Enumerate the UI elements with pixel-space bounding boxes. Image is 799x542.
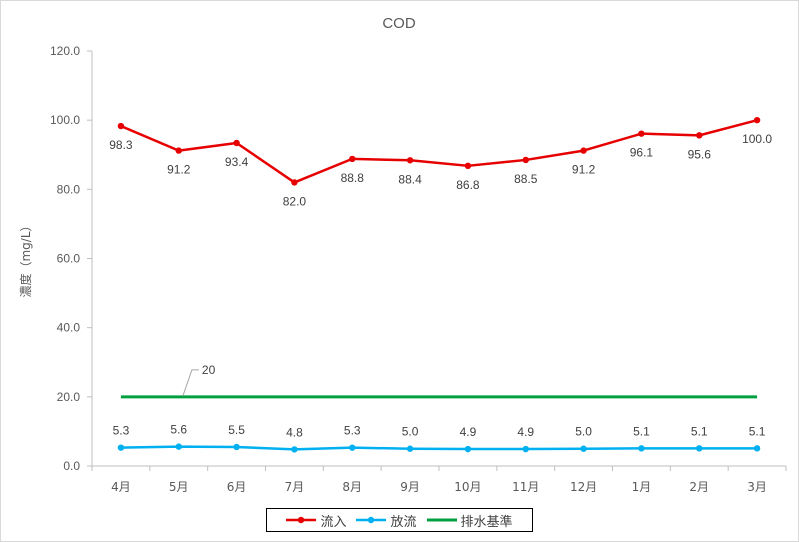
chart-title: COD bbox=[382, 15, 416, 32]
data-label: 82.0 bbox=[283, 194, 307, 208]
series-layer bbox=[117, 116, 761, 453]
legend-swatch-inflow bbox=[286, 516, 317, 524]
data-point bbox=[406, 445, 414, 452]
data-label: 5.1 bbox=[691, 424, 708, 438]
legend-item-standard: 排水基準 bbox=[426, 511, 513, 530]
data-point bbox=[233, 139, 240, 147]
y-tick-label: 80.0 bbox=[57, 182, 81, 196]
legend: 流入 放流 排水基準 bbox=[266, 508, 533, 532]
y-tick-label: 120.0 bbox=[50, 44, 80, 58]
legend-marker-outflow bbox=[368, 516, 375, 524]
x-tick-label: 8月 bbox=[342, 480, 362, 494]
legend-item-outflow: 放流 bbox=[356, 511, 417, 530]
x-tick-label: 9月 bbox=[400, 480, 420, 494]
annotation-leader bbox=[182, 369, 199, 396]
data-label: 91.2 bbox=[572, 163, 596, 177]
data-label: 100.0 bbox=[742, 132, 772, 146]
series-line-0 bbox=[120, 118, 758, 184]
data-label: 88.8 bbox=[341, 171, 365, 185]
annotation-label: 20 bbox=[202, 363, 216, 377]
data-label: 4.9 bbox=[460, 425, 477, 439]
data-point bbox=[580, 445, 587, 452]
data-label: 5.1 bbox=[749, 424, 766, 438]
x-tick-label: 4月 bbox=[111, 480, 131, 494]
data-point bbox=[406, 157, 414, 164]
x-tick-label: 10月 bbox=[454, 480, 481, 494]
data-point bbox=[522, 156, 529, 164]
data-point bbox=[522, 445, 529, 453]
data-point bbox=[753, 116, 761, 124]
legend-item-inflow: 流入 bbox=[286, 511, 346, 530]
data-label: 95.6 bbox=[688, 147, 712, 161]
data-label: 4.9 bbox=[517, 425, 534, 439]
x-tick-label: 7月 bbox=[285, 480, 305, 494]
legend-label-outflow: 放流 bbox=[390, 514, 417, 530]
data-point bbox=[233, 443, 240, 451]
data-point bbox=[580, 147, 587, 154]
y-tick-label: 0.0 bbox=[63, 459, 80, 473]
data-label: 93.4 bbox=[225, 155, 249, 169]
data-point bbox=[464, 162, 472, 170]
x-tick-label: 3月 bbox=[747, 480, 767, 494]
data-point bbox=[117, 122, 125, 130]
data-label: 5.3 bbox=[344, 424, 361, 438]
data-point bbox=[696, 132, 703, 139]
legend-swatch-outflow bbox=[356, 516, 387, 524]
x-tick-label: 1月 bbox=[632, 480, 652, 494]
data-label: 5.0 bbox=[575, 425, 592, 439]
axes: 0.0 20.0 40.0 60.0 80.0 100.0 120.0 4月 5月 6月 7月 8月 9… bbox=[50, 44, 787, 494]
legend-label-inflow: 流入 bbox=[320, 514, 347, 530]
data-label: 5.5 bbox=[228, 423, 245, 437]
series-line-1 bbox=[120, 445, 758, 451]
data-point bbox=[753, 445, 761, 452]
x-tick-label: 12月 bbox=[570, 480, 597, 494]
data-label: 88.5 bbox=[514, 172, 538, 186]
data-label: 4.8 bbox=[286, 425, 303, 439]
y-tick-label: 60.0 bbox=[57, 252, 81, 266]
data-label: 91.2 bbox=[167, 163, 191, 177]
y-axis-label: 濃度（mg/L） bbox=[18, 219, 33, 297]
data-label: 5.3 bbox=[113, 424, 130, 438]
data-point bbox=[696, 445, 703, 452]
y-tick-label: 100.0 bbox=[50, 113, 80, 127]
x-tick-label: 2月 bbox=[689, 480, 709, 494]
data-point bbox=[117, 444, 125, 451]
y-tick-label: 20.0 bbox=[57, 390, 81, 404]
x-tick-label: 5月 bbox=[169, 480, 189, 494]
data-point bbox=[175, 443, 182, 450]
data-point bbox=[638, 130, 645, 137]
legend-swatch-standard bbox=[426, 518, 457, 522]
data-label: 5.0 bbox=[402, 425, 419, 439]
x-tick-label: 11月 bbox=[512, 480, 539, 494]
data-label: 5.1 bbox=[633, 424, 650, 438]
y-tick-label: 40.0 bbox=[57, 321, 81, 335]
legend-label-standard: 排水基準 bbox=[460, 514, 513, 530]
data-label: 88.4 bbox=[398, 172, 422, 186]
legend-marker-inflow bbox=[298, 516, 305, 524]
data-point bbox=[638, 445, 645, 452]
data-point bbox=[175, 147, 182, 154]
data-label: 5.6 bbox=[170, 423, 187, 437]
x-tick-label: 6月 bbox=[227, 480, 247, 494]
data-point bbox=[464, 445, 472, 453]
data-label: 96.1 bbox=[630, 146, 654, 160]
data-point bbox=[291, 446, 298, 453]
data-point bbox=[349, 444, 356, 451]
data-labels: 98.3 91.2 93.4 82.0 88.8 88.4 86.8 88.5 91.2 96.1… bbox=[109, 132, 772, 439]
data-label: 86.8 bbox=[456, 178, 480, 192]
data-point bbox=[291, 179, 298, 186]
data-label: 98.3 bbox=[109, 138, 133, 152]
data-point bbox=[349, 155, 356, 163]
